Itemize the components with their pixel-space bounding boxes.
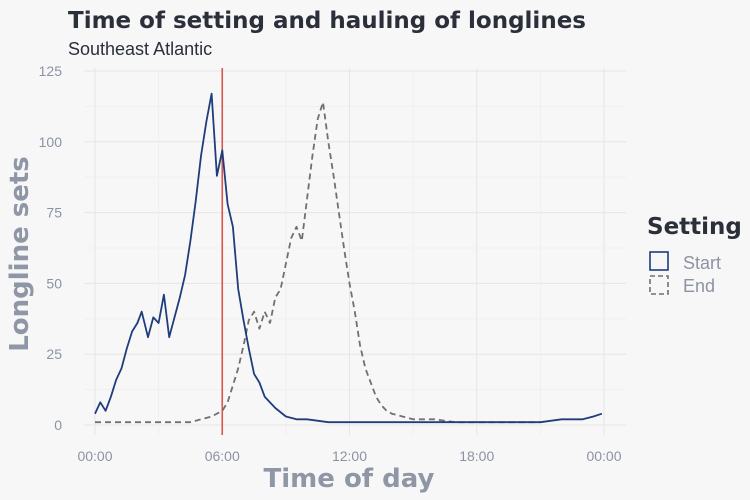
- chart-subtitle: Southeast Atlantic: [68, 39, 212, 59]
- legend-entry-start: Start: [649, 251, 721, 273]
- y-tick-label: 75: [46, 205, 62, 221]
- x-tick-label: 00:00: [586, 448, 621, 464]
- legend-label-start: Start: [683, 253, 721, 273]
- chart-title: Time of setting and hauling of longlines: [68, 8, 586, 34]
- series-layer: [94, 92, 603, 424]
- x-tick-label: 06:00: [205, 448, 240, 464]
- series-line-end: [95, 101, 541, 424]
- legend-key-start: [649, 251, 669, 271]
- y-axis-label: Longline sets: [5, 156, 35, 352]
- legend-entry-end: End: [649, 275, 715, 296]
- legend-key-end: [649, 275, 669, 295]
- x-tick-label: 00:00: [77, 448, 112, 464]
- x-tick-label: 18:00: [459, 448, 494, 464]
- legend: Setting Start End: [647, 214, 742, 296]
- legend-label-end: End: [683, 276, 715, 296]
- x-tick-label: 12:00: [332, 448, 367, 464]
- gridlines: [84, 68, 626, 435]
- y-tick-label: 25: [46, 346, 62, 362]
- x-axis-ticks: 00:00 06:00 12:00 18:00 00:00: [77, 448, 621, 464]
- y-tick-label: 100: [39, 134, 63, 150]
- series-line-start: [94, 92, 603, 424]
- x-axis-label: Time of day: [264, 464, 435, 494]
- y-tick-label: 0: [54, 417, 62, 433]
- y-tick-label: 50: [46, 275, 62, 291]
- legend-title: Setting: [647, 214, 742, 240]
- y-tick-label: 125: [39, 63, 63, 79]
- y-axis-ticks: 0 25 50 75 100 125: [39, 63, 63, 433]
